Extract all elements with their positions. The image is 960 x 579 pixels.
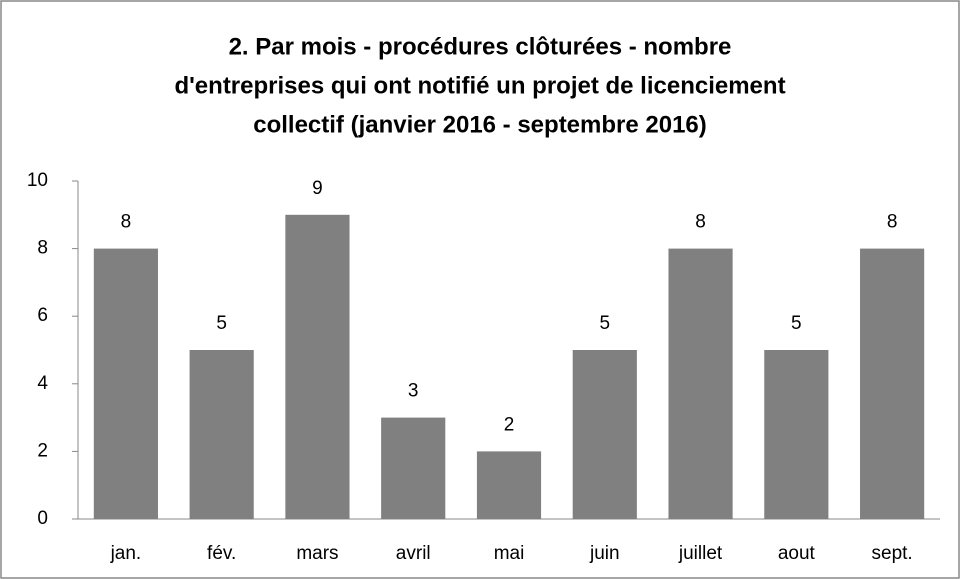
data-label: 5: [599, 313, 610, 334]
chart-title: 2. Par mois - procédures clôturées - nom…: [229, 33, 732, 60]
chart-title: d'entreprises qui ont notifié un projet …: [174, 72, 785, 99]
data-label: 9: [312, 178, 323, 199]
bar: [572, 350, 637, 519]
data-label: 5: [216, 313, 227, 334]
chart-title: collectif (janvier 2016 - septembre 2016…: [253, 111, 707, 138]
x-tick-label: juin: [589, 543, 620, 564]
y-tick-label: 4: [37, 373, 48, 394]
data-label: 2: [504, 414, 515, 435]
x-tick-label: sept.: [872, 543, 913, 564]
data-label: 8: [121, 212, 132, 233]
bar: [860, 248, 925, 519]
x-tick-label: avril: [396, 543, 431, 564]
bar: [381, 417, 446, 519]
data-label: 3: [408, 381, 419, 402]
y-tick-label: 2: [37, 440, 48, 461]
bar: [285, 214, 350, 520]
x-tick-label: mars: [296, 543, 338, 564]
bar: [764, 350, 829, 519]
bar: [476, 451, 542, 519]
x-tick-label: aout: [778, 543, 816, 564]
y-tick-label: 6: [37, 305, 48, 326]
data-label: 8: [887, 212, 898, 233]
data-label: 8: [695, 212, 706, 233]
x-tick-label: fév.: [207, 543, 236, 564]
y-tick-label: 8: [37, 238, 48, 259]
bar: [668, 248, 733, 519]
bar: [189, 350, 254, 519]
data-label: 5: [791, 313, 802, 334]
bar: [93, 248, 158, 519]
x-tick-label: mai: [494, 543, 525, 564]
x-tick-label: jan.: [110, 543, 142, 564]
y-tick-label: 0: [37, 508, 48, 529]
y-tick-label: 10: [27, 170, 48, 191]
x-tick-label: juillet: [678, 543, 723, 564]
